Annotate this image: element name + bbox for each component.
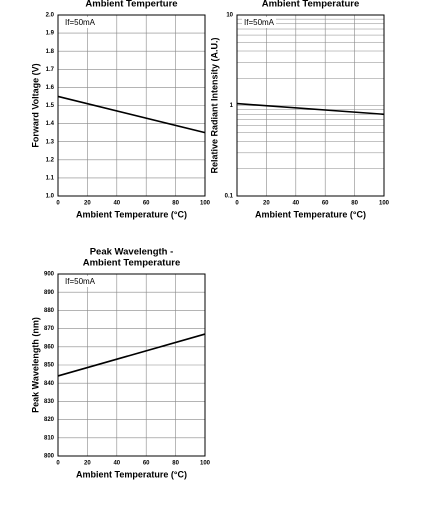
y-tick-label: 1.4 <box>46 121 55 127</box>
y-tick-label: 850 <box>44 363 55 369</box>
y-tick-label: 1 <box>230 103 234 109</box>
y-tick-label: 10 <box>226 13 233 19</box>
x-axis-label: Ambient Temperature (°C) <box>76 209 187 219</box>
x-tick-label: 80 <box>172 461 179 467</box>
y-tick-label: 800 <box>44 454 55 460</box>
x-tick-label: 20 <box>84 201 91 207</box>
x-tick-label: 0 <box>56 461 60 467</box>
y-tick-label: 1.6 <box>46 85 55 91</box>
annotation: If=50mA <box>244 18 275 27</box>
x-tick-label: 60 <box>143 461 150 467</box>
x-tick-label: 0 <box>56 201 60 207</box>
x-tick-label: 20 <box>263 201 270 207</box>
y-axis-label: Peak Wavelength (nm) <box>30 317 40 413</box>
y-tick-label: 890 <box>44 290 55 296</box>
x-tick-label: 40 <box>113 461 120 467</box>
annotation: If=50mA <box>65 18 96 27</box>
x-tick-label: 60 <box>143 201 150 207</box>
y-tick-label: 840 <box>44 381 55 387</box>
x-tick-label: 80 <box>351 201 358 207</box>
chart-title: Ambient Temperture <box>85 0 177 10</box>
x-tick-label: 100 <box>200 461 211 467</box>
annotation-bg <box>63 17 97 28</box>
plot-frame <box>57 14 206 197</box>
y-tick-label: 2.0 <box>46 13 55 19</box>
y-tick-label: 1.7 <box>46 67 55 73</box>
data-line <box>57 95 206 134</box>
y-tick-label: 870 <box>44 326 55 332</box>
plot-frame <box>57 273 206 457</box>
y-tick-label: 1.2 <box>46 157 55 163</box>
y-tick-label: 900 <box>44 272 55 278</box>
x-axis-label: Ambient Temperature (°C) <box>76 469 187 479</box>
y-tick-label: 1.0 <box>46 194 55 200</box>
y-tick-label: 860 <box>44 344 55 350</box>
y-tick-label: 0.1 <box>225 194 234 200</box>
y-tick-label: 880 <box>44 308 55 314</box>
x-tick-label: 80 <box>172 201 179 207</box>
x-tick-label: 40 <box>113 201 120 207</box>
x-tick-label: 60 <box>322 201 329 207</box>
y-tick-label: 1.1 <box>46 175 55 181</box>
y-tick-label: 1.8 <box>46 49 55 55</box>
y-axis-label: Forward Voltage (V) <box>30 63 40 147</box>
plot-frame <box>236 14 385 197</box>
chart-title: Ambient Temperature <box>262 0 359 10</box>
x-tick-label: 40 <box>292 201 299 207</box>
x-tick-label: 0 <box>235 201 239 207</box>
data-line <box>236 102 385 116</box>
x-tick-label: 20 <box>84 461 91 467</box>
y-tick-label: 830 <box>44 399 55 405</box>
annotation-bg <box>63 276 97 287</box>
y-tick-label: 1.3 <box>46 139 55 145</box>
y-tick-label: 1.9 <box>46 31 55 37</box>
x-tick-label: 100 <box>200 201 211 207</box>
x-tick-label: 100 <box>379 201 390 207</box>
data-line <box>57 333 206 377</box>
y-tick-label: 820 <box>44 417 55 423</box>
x-axis-label: Ambient Temperature (°C) <box>255 209 366 219</box>
annotation: If=50mA <box>65 277 96 286</box>
chart-title: Peak Wavelength - <box>90 247 174 258</box>
annotation-bg <box>242 17 276 28</box>
chart-title: Ambient Temperature <box>83 258 180 269</box>
y-tick-label: 1.5 <box>46 103 55 109</box>
y-tick-label: 810 <box>44 435 55 441</box>
y-axis-label: Relative Radiant Intensity (A.U.) <box>209 37 219 173</box>
